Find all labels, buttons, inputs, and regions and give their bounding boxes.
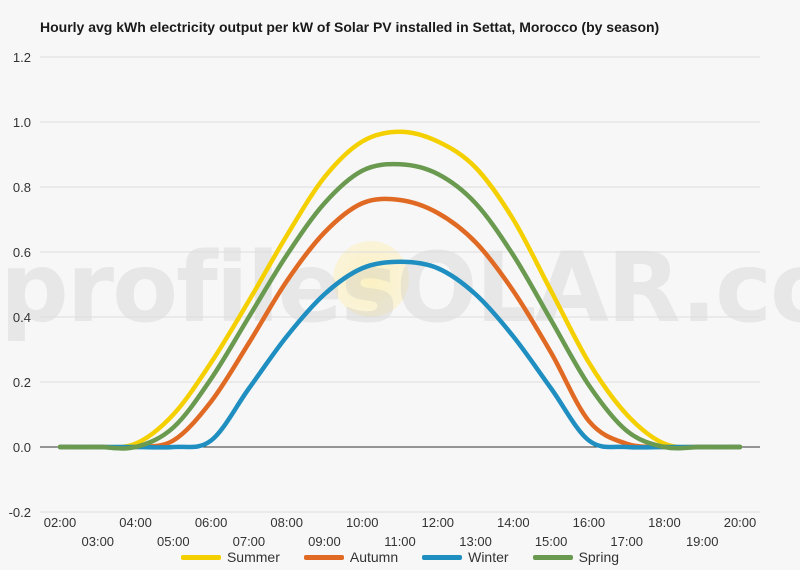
- legend-label: Winter: [468, 549, 509, 565]
- y-tick-label: 0.8: [13, 180, 31, 195]
- y-tick-label: -0.2: [9, 505, 31, 520]
- series-line-autumn: [57, 196, 743, 450]
- legend-label: Spring: [578, 549, 620, 565]
- x-tick-label: 15:00: [535, 534, 568, 549]
- x-tick-label: 04:00: [119, 515, 152, 530]
- series-line-winter: [57, 259, 743, 450]
- y-tick-label: 1.0: [13, 115, 31, 130]
- x-tick-label: 20:00: [724, 515, 757, 530]
- axes: -0.2 0.0 0.2 0.4 0.6 0.8 1.0 1.2 02:00 03:00 04:00…: [9, 50, 757, 549]
- y-tick-label: 0.0: [13, 440, 31, 455]
- y-tick-label: 0.2: [13, 375, 31, 390]
- legend-item-spring[interactable]: Spring: [532, 549, 620, 565]
- x-tick-label: 13:00: [459, 534, 492, 549]
- x-tick-label: 09:00: [308, 534, 341, 549]
- y-tick-label: 1.2: [13, 50, 31, 65]
- x-tick-label: 18:00: [648, 515, 681, 530]
- x-tick-label: 19:00: [686, 534, 719, 549]
- x-tick-label: 03:00: [82, 534, 115, 549]
- x-tick-label: 06:00: [195, 515, 228, 530]
- legend-item-summer[interactable]: Summer: [180, 549, 280, 565]
- grid-lines: [40, 56, 760, 513]
- x-tick-label: 10:00: [346, 515, 379, 530]
- x-tick-label: 02:00: [44, 515, 77, 530]
- x-tick-label: 07:00: [233, 534, 266, 549]
- x-tick-label: 11:00: [384, 534, 416, 549]
- x-tick-label: 05:00: [157, 534, 190, 549]
- legend-swatch: [303, 554, 344, 560]
- x-tick-label: 14:00: [497, 515, 530, 530]
- chart-title: Hourly avg kWh electricity output per kW…: [40, 19, 660, 35]
- legend: Summer Autumn Winter Spring: [0, 549, 800, 565]
- y-tick-label: 0.6: [13, 245, 31, 260]
- legend-label: Summer: [226, 549, 280, 565]
- legend-swatch: [422, 554, 463, 560]
- series-line-spring: [57, 161, 743, 451]
- x-tick-label: 16:00: [573, 515, 606, 530]
- legend-swatch: [532, 554, 573, 560]
- series-line-summer: [57, 129, 743, 450]
- x-tick-label: 17:00: [610, 534, 643, 549]
- legend-item-autumn[interactable]: Autumn: [303, 549, 399, 565]
- series-lines: [57, 129, 743, 451]
- x-tick-label: 08:00: [270, 515, 303, 530]
- y-tick-label: 0.4: [13, 310, 31, 325]
- legend-swatch: [180, 554, 221, 560]
- legend-item-winter[interactable]: Winter: [422, 549, 509, 565]
- legend-label: Autumn: [349, 549, 399, 565]
- x-tick-label: 12:00: [422, 515, 455, 530]
